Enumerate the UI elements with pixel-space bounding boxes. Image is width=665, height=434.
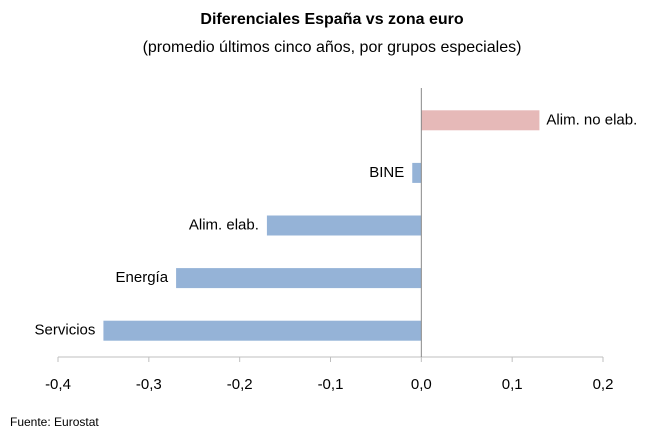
- bar: [412, 162, 422, 183]
- bar: [176, 268, 422, 289]
- x-tick-label: -0,4: [45, 376, 71, 393]
- x-tick-label: 0,0: [411, 376, 432, 393]
- category-label: Alim. no elab.: [546, 111, 637, 128]
- bar: [103, 320, 422, 341]
- category-label: Servicios: [35, 322, 96, 339]
- source: Fuente: Eurostat: [10, 415, 99, 429]
- x-tick-label: 0,1: [502, 376, 523, 393]
- bar: [266, 215, 422, 236]
- chart-subtitle: (promedio últimos cinco años, por grupos…: [143, 39, 522, 56]
- x-tick-label: -0,3: [136, 376, 162, 393]
- category-label: BINE: [369, 164, 404, 181]
- x-tick-label: 0,2: [593, 376, 614, 393]
- bar: [421, 110, 540, 131]
- chart-title: Diferenciales España vs zona euro: [200, 11, 463, 28]
- x-tick-label: -0,2: [227, 376, 253, 393]
- category-label: Energía: [116, 269, 169, 286]
- x-tick-label: -0,1: [318, 376, 344, 393]
- category-label: Alim. elab.: [189, 216, 259, 233]
